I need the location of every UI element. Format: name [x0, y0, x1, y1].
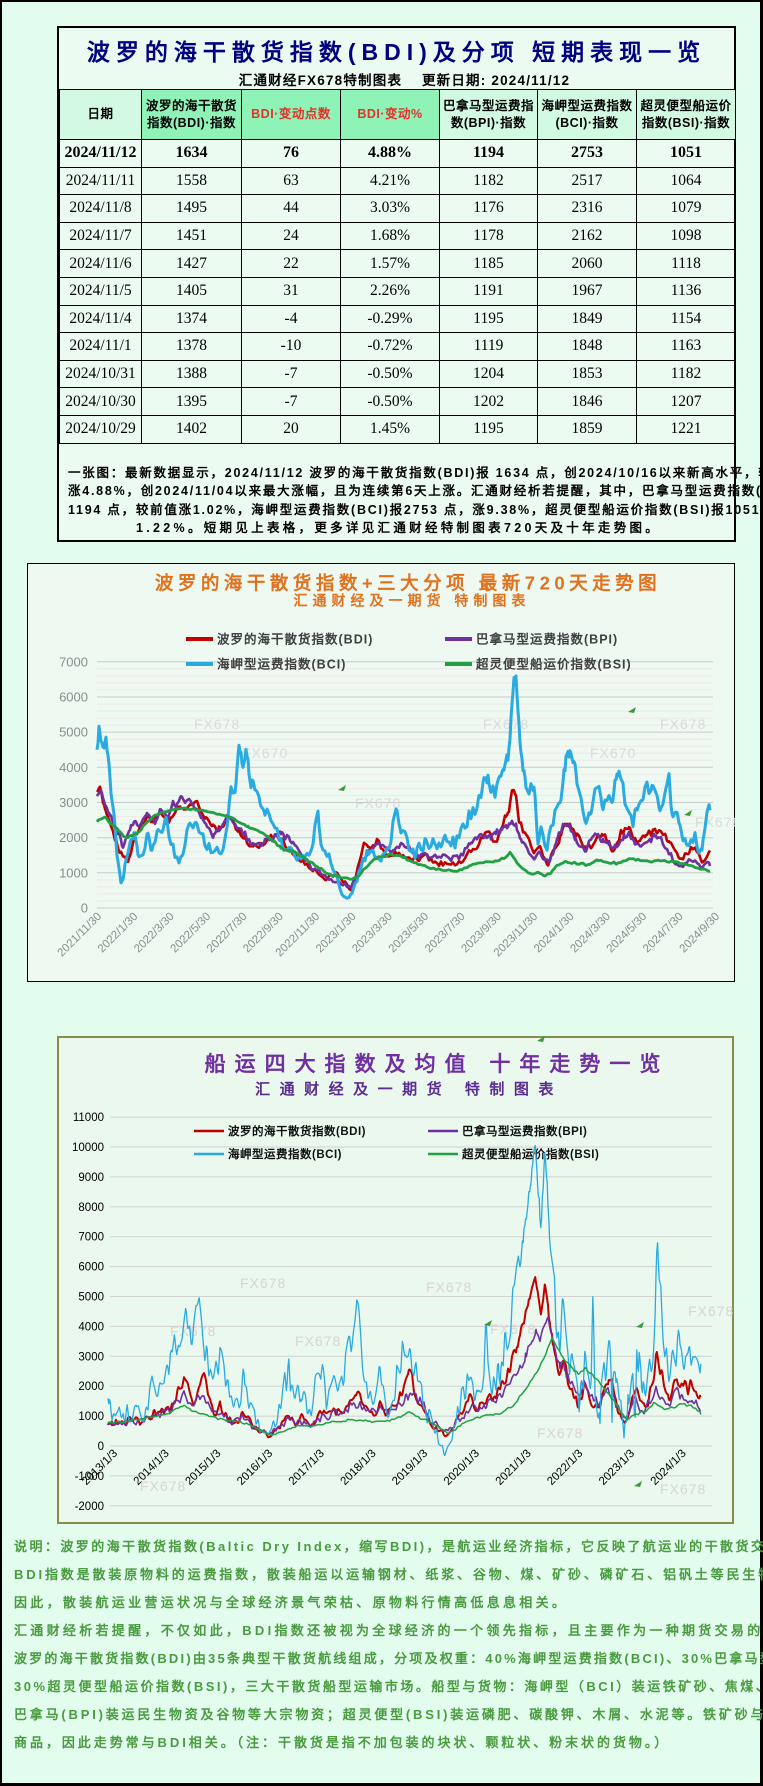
- svg-text:2023/1/3: 2023/1/3: [597, 1448, 637, 1488]
- svg-text:6000: 6000: [59, 690, 88, 705]
- svg-text:2024/9/30: 2024/9/30: [677, 911, 722, 956]
- svg-text:2022/1/3: 2022/1/3: [545, 1448, 585, 1488]
- svg-text:2016/1/3: 2016/1/3: [235, 1448, 275, 1488]
- svg-text:2021/11/30: 2021/11/30: [56, 911, 105, 960]
- svg-text:2015/1/3: 2015/1/3: [183, 1448, 223, 1488]
- svg-text:FX678: FX678: [426, 1279, 472, 1295]
- svg-text:9000: 9000: [78, 1172, 104, 1184]
- svg-text:3000: 3000: [59, 795, 88, 810]
- svg-text:波罗的海干散货指数+三大分项 最新720天走势图: 波罗的海干散货指数+三大分项 最新720天走势图: [155, 573, 661, 594]
- svg-text:FX678: FX678: [483, 716, 529, 732]
- svg-text:FX678: FX678: [295, 1333, 341, 1349]
- svg-text:5000: 5000: [59, 725, 88, 740]
- svg-text:5000: 5000: [78, 1292, 104, 1304]
- svg-text:2017/1/3: 2017/1/3: [287, 1448, 327, 1488]
- svg-text:10000: 10000: [72, 1142, 104, 1154]
- svg-text:汇通财经及一期货 特制图表: 汇通财经及一期货 特制图表: [255, 1080, 563, 1098]
- svg-text:8000: 8000: [78, 1202, 104, 1214]
- svg-text:1000: 1000: [78, 1411, 104, 1423]
- svg-text:波罗的海干散货指数(BDI): 波罗的海干散货指数(BDI): [217, 632, 373, 647]
- svg-text:FX678: FX678: [194, 716, 240, 732]
- svg-text:船运四大指数及均值 十年走势一览: 船运四大指数及均值 十年走势一览: [205, 1052, 670, 1076]
- svg-text:0: 0: [81, 901, 88, 916]
- svg-text:0: 0: [98, 1441, 104, 1453]
- svg-text:7000: 7000: [78, 1232, 104, 1244]
- svg-text:11000: 11000: [73, 1112, 104, 1124]
- svg-text:6000: 6000: [78, 1262, 104, 1274]
- svg-text:4000: 4000: [59, 760, 88, 775]
- svg-text:4000: 4000: [78, 1321, 104, 1333]
- svg-text:FX678: FX678: [355, 795, 401, 811]
- svg-text:超灵便型船运价指数(BSI): 超灵便型船运价指数(BSI): [475, 657, 632, 672]
- svg-text:海岬型运费指数(BCI): 海岬型运费指数(BCI): [228, 1147, 342, 1161]
- svg-text:2021/1/3: 2021/1/3: [494, 1448, 534, 1488]
- svg-text:-2000: -2000: [75, 1501, 104, 1513]
- svg-text:波罗的海干散货指数(BDI): 波罗的海干散货指数(BDI): [228, 1124, 366, 1138]
- svg-text:2018/1/3: 2018/1/3: [338, 1448, 378, 1488]
- svg-text:FX670: FX670: [590, 745, 636, 761]
- svg-text:3000: 3000: [78, 1351, 104, 1363]
- svg-text:2019/1/3: 2019/1/3: [390, 1448, 430, 1488]
- svg-text:7000: 7000: [59, 654, 88, 669]
- svg-text:2020/1/3: 2020/1/3: [442, 1448, 482, 1488]
- svg-text:-1000: -1000: [75, 1471, 104, 1483]
- svg-text:巴拿马型运费指数(BPI): 巴拿马型运费指数(BPI): [462, 1124, 587, 1138]
- svg-text:FX678: FX678: [688, 1303, 734, 1319]
- svg-text:巴拿马型运费指数(BPI): 巴拿马型运费指数(BPI): [476, 632, 618, 647]
- svg-text:汇通财经及一期货 特制图表: 汇通财经及一期货 特制图表: [294, 593, 531, 609]
- svg-text:1000: 1000: [59, 865, 88, 880]
- svg-text:FX678: FX678: [240, 1275, 286, 1291]
- svg-text:FX678: FX678: [537, 1425, 583, 1441]
- svg-text:FX678: FX678: [490, 1321, 536, 1337]
- svg-text:FX678: FX678: [695, 814, 735, 830]
- svg-text:FX678: FX678: [660, 716, 706, 732]
- svg-text:2000: 2000: [78, 1381, 104, 1393]
- svg-text:FX678: FX678: [140, 1478, 186, 1494]
- svg-text:2000: 2000: [59, 830, 88, 845]
- svg-text:海岬型运费指数(BCI): 海岬型运费指数(BCI): [217, 657, 346, 672]
- svg-text:FX678: FX678: [660, 1481, 706, 1497]
- svg-text:FX670: FX670: [242, 745, 288, 761]
- svg-text:超灵便型船运价指数(BSI): 超灵便型船运价指数(BSI): [461, 1147, 599, 1161]
